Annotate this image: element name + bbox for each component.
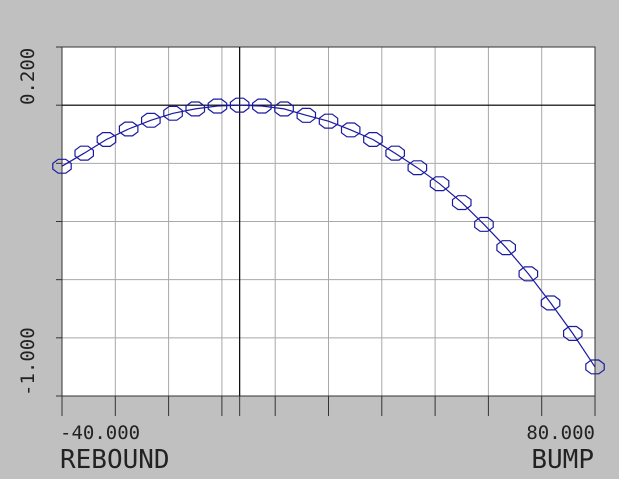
data-point-0-3 <box>118 121 139 137</box>
data-point-0-22 <box>540 295 561 311</box>
data-point-0-16 <box>407 160 428 176</box>
y-tick-label-max: 0.200 <box>17 48 39 105</box>
data-point-0-13 <box>340 122 361 138</box>
data-point-0-19 <box>474 216 494 232</box>
data-point-0-18 <box>451 195 472 211</box>
data-point-0-8 <box>229 97 250 113</box>
x-axis-label-right: BUMP <box>531 445 594 475</box>
data-point-0-17 <box>429 176 450 192</box>
data-point-0-15 <box>385 145 405 161</box>
data-point-0-24 <box>585 359 605 375</box>
data-point-0-23 <box>562 325 583 341</box>
labels: -40.000 80.000 REBOUND BUMP 0.200 -1.000 <box>17 48 595 475</box>
series-line-0 <box>61 104 596 368</box>
data-point-0-6 <box>185 101 206 117</box>
y-tick-label-min: -1.000 <box>17 327 39 396</box>
data-series <box>52 97 605 375</box>
data-point-0-5 <box>163 105 183 121</box>
data-point-0-11 <box>296 107 317 123</box>
x-tick-label-min: -40.000 <box>60 422 140 444</box>
x-axis-label-left: REBOUND <box>60 445 170 475</box>
data-point-0-12 <box>318 113 339 129</box>
data-point-0-14 <box>363 132 383 147</box>
x-tick-label-max: 80.000 <box>526 422 595 444</box>
data-point-0-7 <box>207 98 228 114</box>
data-point-0-9 <box>252 98 272 114</box>
x-ticks <box>56 46 596 416</box>
data-point-0-0 <box>52 158 72 174</box>
data-point-0-10 <box>274 101 294 117</box>
data-point-0-20 <box>496 240 517 256</box>
data-point-0-4 <box>141 112 161 128</box>
data-point-0-2 <box>96 132 117 147</box>
data-point-0-1 <box>74 145 95 161</box>
data-point-0-21 <box>518 266 539 282</box>
